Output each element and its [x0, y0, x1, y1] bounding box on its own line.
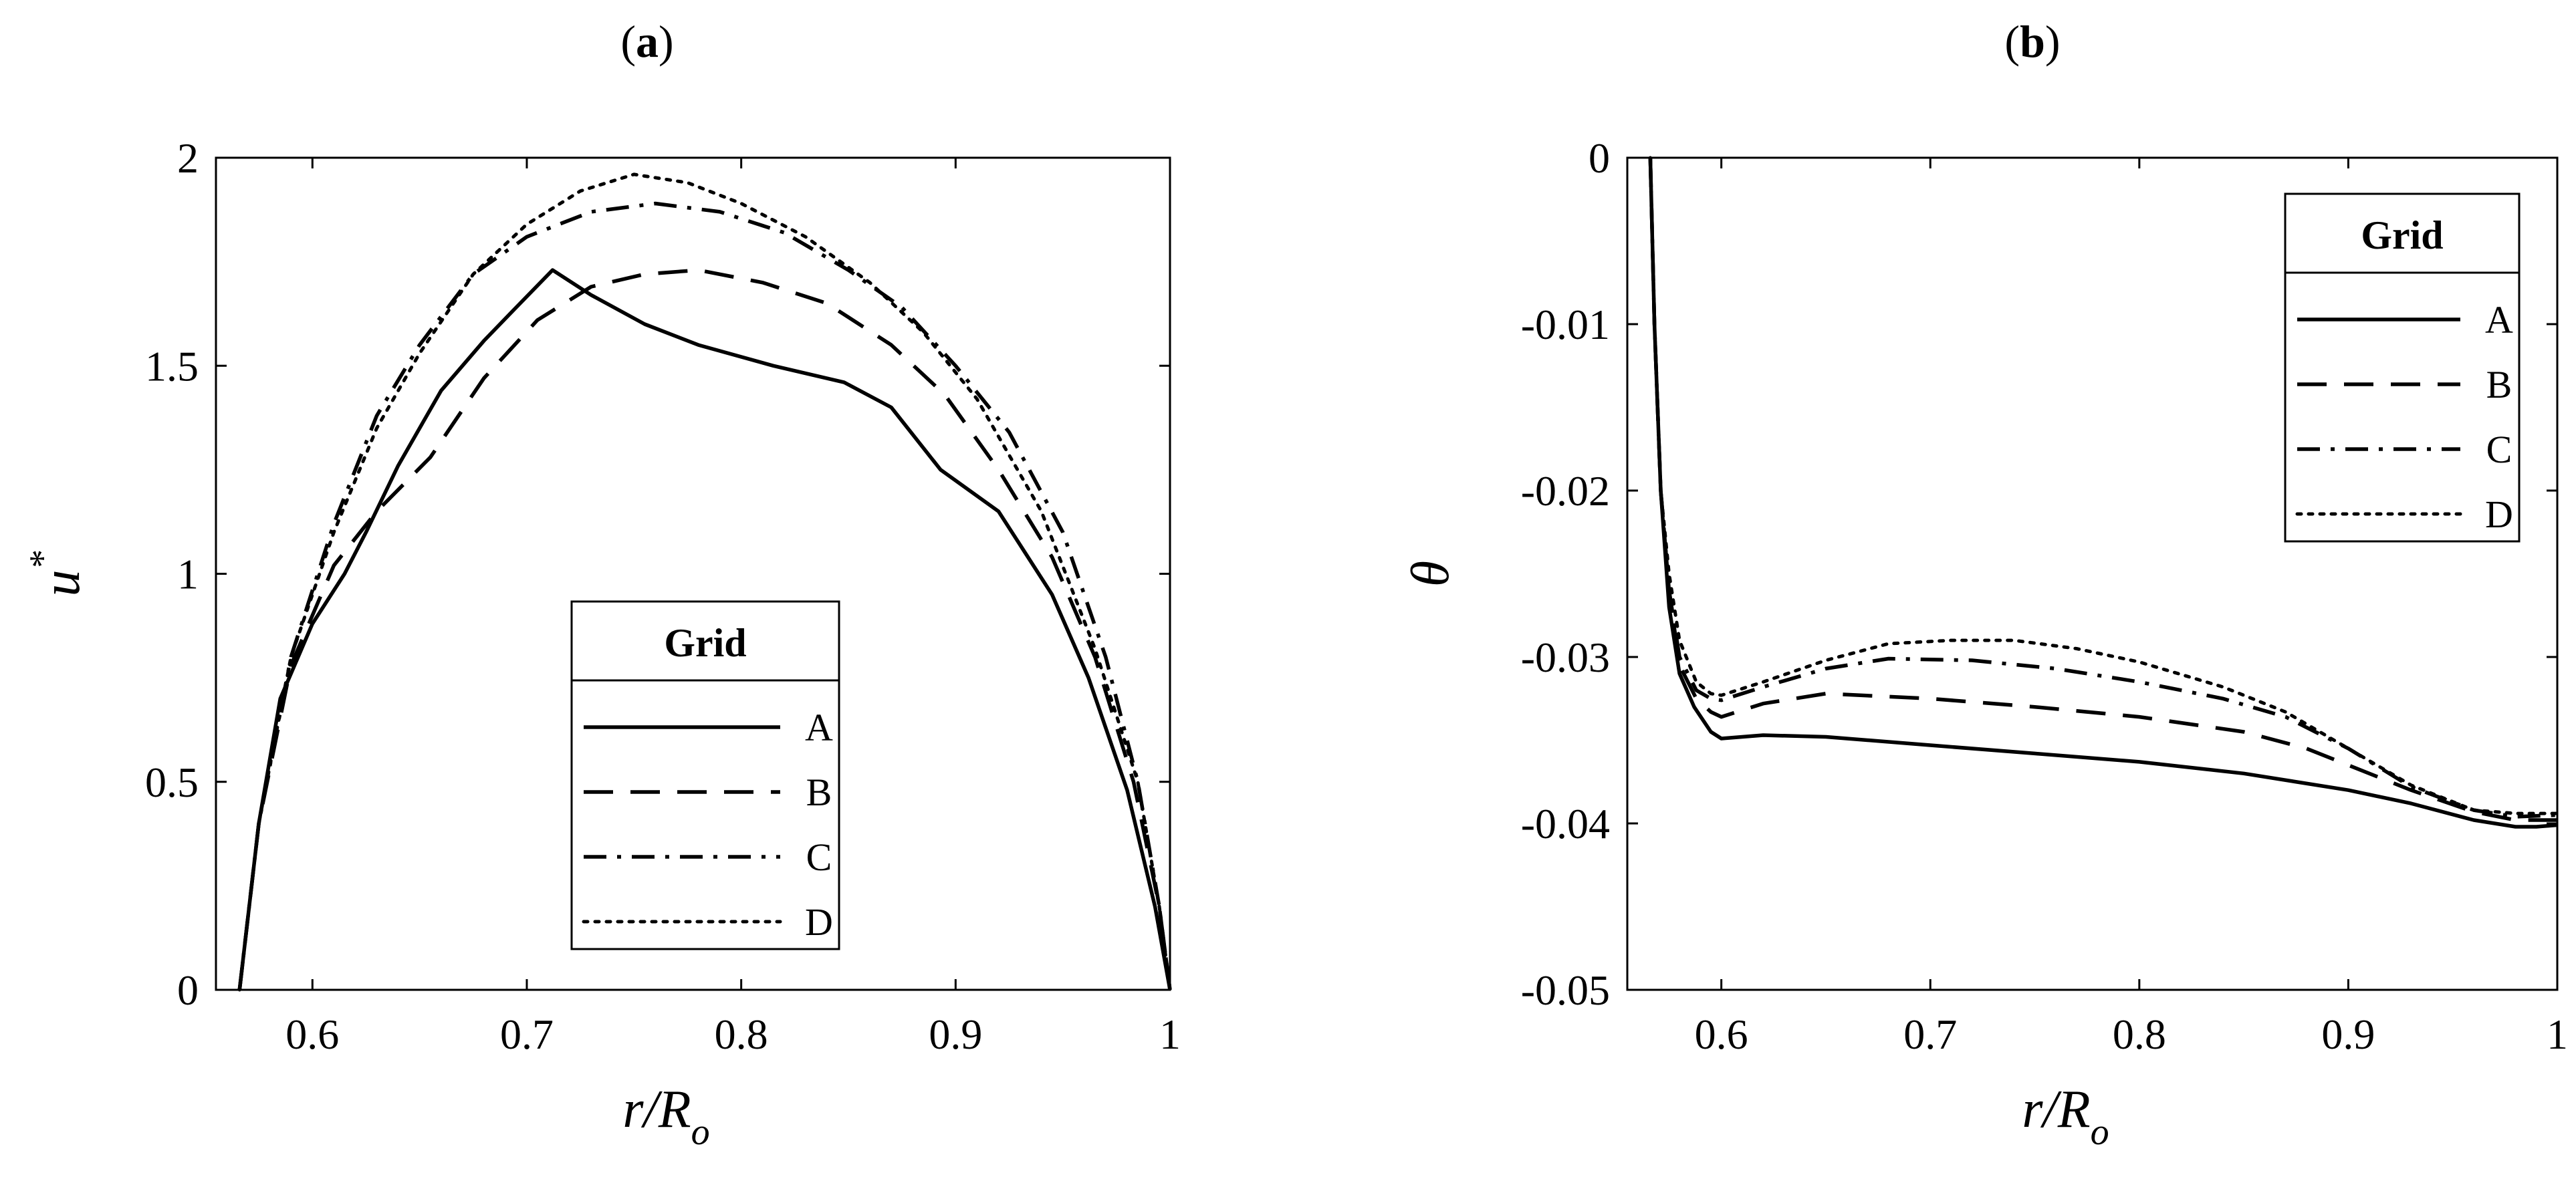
x-tick-label: 0.8	[2113, 1011, 2166, 1058]
legend-label-D: D	[2485, 493, 2513, 536]
x-tick-label: 0.7	[1903, 1011, 1957, 1058]
legend-box	[570, 600, 840, 950]
y-axis-label: u*	[22, 551, 91, 597]
y-tick-label: 0	[177, 966, 199, 1014]
legend-box	[2284, 192, 2521, 543]
panel-label: (b)	[2004, 16, 2060, 67]
y-tick-label: 1.5	[145, 342, 199, 390]
y-tick-label: -0.04	[1521, 800, 1610, 847]
x-tick-label: 0.7	[500, 1011, 554, 1058]
chart-panel-b: (b) 0.6 0.7 0.8 0.9 1 -0.05 -0.04 -0.03 -0.02 -0.0…	[1401, 16, 2568, 1153]
y-tick-label: -0.02	[1521, 467, 1610, 515]
x-tick-label: 1	[1159, 1011, 1181, 1058]
x-tick-label: 0.8	[715, 1011, 768, 1058]
legend-title: Grid	[664, 621, 746, 665]
x-tick-label: 1	[2547, 1011, 2568, 1058]
x-axis-label: r/Ro	[2022, 1080, 2109, 1153]
series-line-C	[237, 201, 1172, 990]
y-tick-label: 2	[177, 134, 199, 182]
series-line-A	[237, 268, 1172, 990]
x-tick-label: 0.6	[285, 1011, 339, 1058]
legend-label-D: D	[805, 900, 833, 944]
x-tick-label: 0.9	[2321, 1011, 2375, 1058]
legend-label-B: B	[2486, 363, 2512, 406]
series-line-D	[1648, 156, 2559, 815]
series-line-B	[237, 268, 1172, 990]
x-tick-label: 0.9	[929, 1011, 982, 1058]
legend-label-C: C	[2486, 428, 2512, 471]
plot-area-frame	[1626, 156, 2559, 991]
y-tick-label: -0.01	[1521, 301, 1610, 348]
y-tick-label: -0.03	[1521, 634, 1610, 681]
legend-label-A: A	[805, 706, 833, 749]
legend-label-A: A	[2485, 298, 2513, 342]
y-axis-label: θ	[1401, 561, 1460, 587]
legend-label-B: B	[806, 771, 832, 814]
y-tick-label: 1	[177, 551, 199, 598]
y-tick-label: 0	[1589, 134, 1610, 182]
y-tick-label: 0.5	[145, 759, 199, 806]
y-tick-label: -0.05	[1521, 966, 1610, 1014]
series-line-A	[1648, 157, 2558, 829]
series-line-D	[237, 172, 1172, 992]
panel-label: (a)	[620, 16, 673, 67]
x-tick-label: 0.6	[1695, 1011, 1748, 1058]
legend-label-C: C	[806, 835, 832, 879]
x-axis-label: r/Ro	[622, 1080, 709, 1153]
legend-title: Grid	[2361, 213, 2443, 257]
